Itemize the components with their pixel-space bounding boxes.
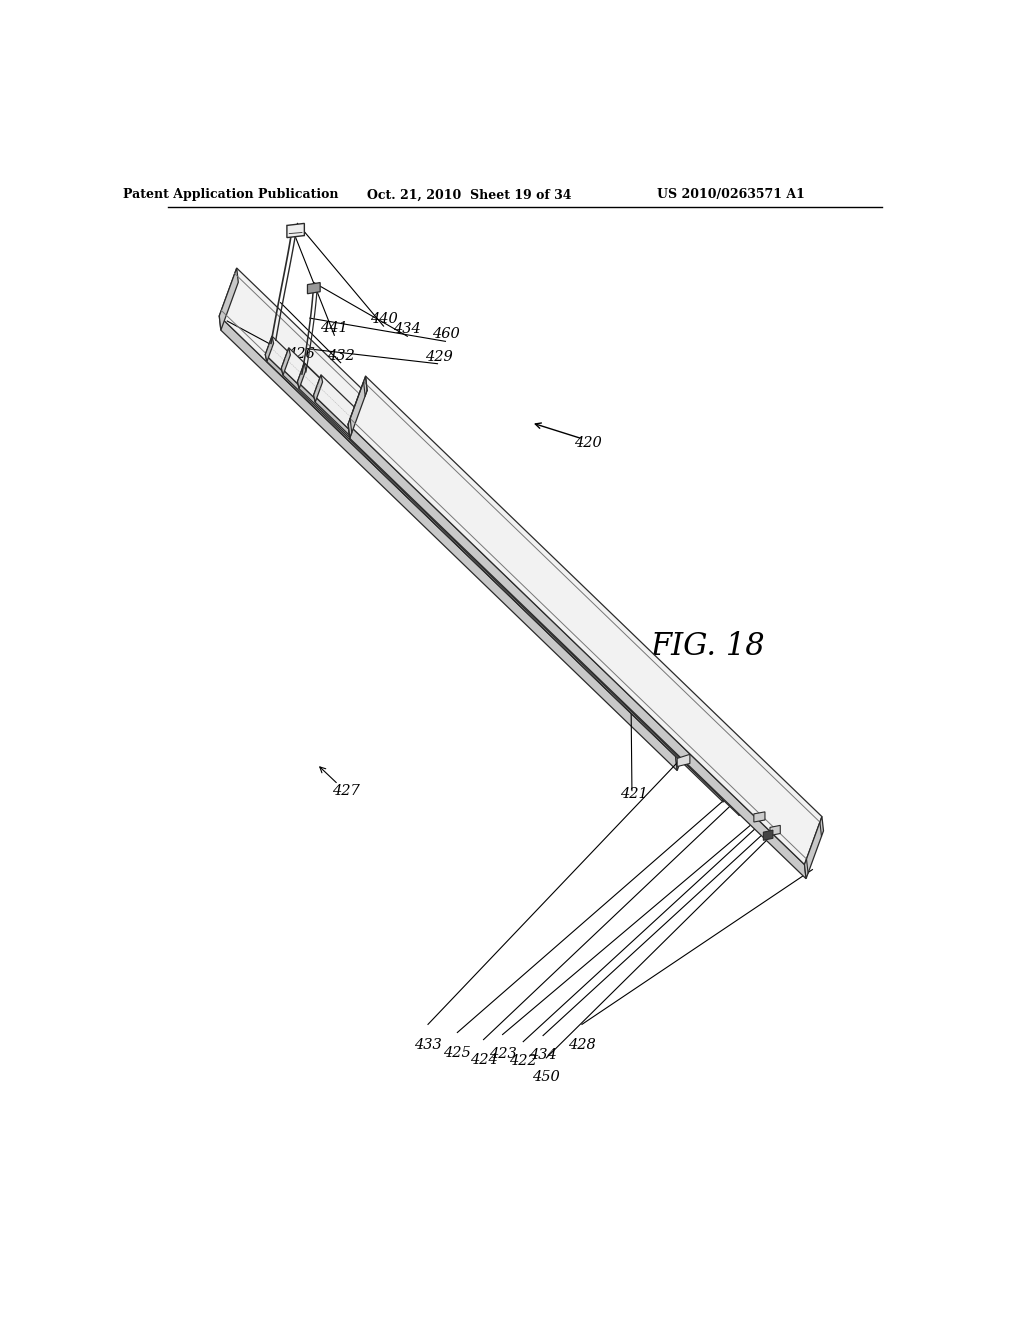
Polygon shape	[313, 395, 771, 842]
Text: 423: 423	[488, 1047, 516, 1061]
Polygon shape	[715, 767, 732, 793]
Text: 450: 450	[532, 1071, 560, 1084]
Polygon shape	[754, 804, 762, 829]
Polygon shape	[414, 475, 431, 503]
Polygon shape	[599, 657, 615, 684]
Polygon shape	[614, 669, 632, 697]
Text: 424: 424	[470, 1053, 498, 1067]
Polygon shape	[514, 573, 531, 599]
Polygon shape	[382, 449, 399, 477]
Polygon shape	[677, 754, 690, 767]
Polygon shape	[722, 776, 730, 803]
Text: 434: 434	[529, 1048, 557, 1061]
Polygon shape	[348, 424, 806, 879]
Text: 440: 440	[370, 312, 397, 326]
Text: 425: 425	[443, 1045, 471, 1060]
Polygon shape	[298, 381, 756, 829]
Polygon shape	[219, 315, 677, 771]
Text: 429: 429	[425, 350, 453, 363]
Text: 433: 433	[414, 1038, 441, 1052]
Polygon shape	[499, 561, 515, 586]
Polygon shape	[298, 363, 761, 822]
Polygon shape	[566, 631, 584, 656]
Polygon shape	[763, 830, 773, 841]
Text: 428: 428	[568, 1038, 596, 1052]
Polygon shape	[287, 223, 304, 238]
Polygon shape	[282, 368, 739, 816]
Text: Patent Application Publication: Patent Application Publication	[124, 189, 339, 202]
Polygon shape	[282, 347, 745, 808]
Polygon shape	[298, 363, 306, 388]
Text: Oct. 21, 2010  Sheet 19 of 34: Oct. 21, 2010 Sheet 19 of 34	[367, 189, 571, 202]
Polygon shape	[265, 337, 728, 795]
Polygon shape	[466, 533, 483, 560]
Polygon shape	[583, 643, 600, 669]
Text: 420: 420	[574, 436, 602, 450]
Polygon shape	[307, 282, 321, 294]
Polygon shape	[366, 437, 382, 462]
Text: US 2010/0263571 A1: US 2010/0263571 A1	[657, 189, 805, 202]
Polygon shape	[699, 755, 716, 780]
Polygon shape	[219, 268, 693, 756]
Text: 460: 460	[431, 327, 460, 342]
Text: 422: 422	[509, 1053, 537, 1068]
Polygon shape	[770, 825, 780, 836]
Polygon shape	[313, 375, 777, 836]
Polygon shape	[282, 347, 291, 375]
Polygon shape	[676, 709, 694, 771]
Polygon shape	[219, 268, 239, 330]
Polygon shape	[805, 817, 823, 879]
Polygon shape	[265, 355, 723, 803]
Polygon shape	[348, 376, 822, 865]
Polygon shape	[313, 375, 323, 403]
Polygon shape	[482, 545, 500, 573]
Polygon shape	[754, 812, 765, 822]
Text: 421: 421	[621, 787, 648, 801]
Text: 426: 426	[287, 347, 314, 360]
Text: FIG. 18: FIG. 18	[650, 631, 765, 661]
Polygon shape	[348, 376, 368, 438]
Polygon shape	[398, 463, 415, 490]
Text: 441: 441	[321, 321, 348, 335]
Polygon shape	[737, 788, 746, 816]
Polygon shape	[667, 727, 684, 754]
Polygon shape	[683, 739, 700, 767]
Text: 434: 434	[393, 322, 421, 337]
Text: 427: 427	[333, 784, 360, 797]
Polygon shape	[265, 337, 273, 362]
Text: 432: 432	[327, 348, 354, 363]
Polygon shape	[770, 816, 779, 842]
